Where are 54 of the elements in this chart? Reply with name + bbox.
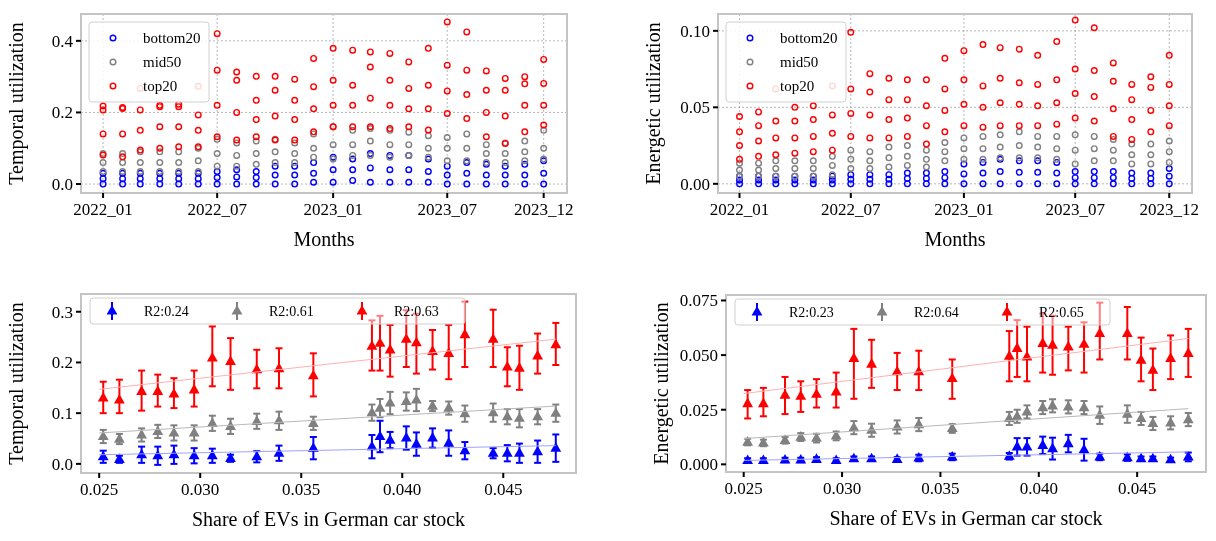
x-tick-label: 0.030 xyxy=(822,479,862,498)
x-tick-label: 2023_07 xyxy=(417,200,478,219)
legend-label: bottom20 xyxy=(780,30,838,46)
x-tick-label: 0.035 xyxy=(282,480,321,499)
x-tick-label: 0.025 xyxy=(724,479,763,498)
x-tick-label: 2022_01 xyxy=(709,200,770,219)
y-tick-label: 0.00 xyxy=(680,174,710,194)
x-tick-label: 2023_12 xyxy=(1139,200,1199,219)
legend-label: R2:0.64 xyxy=(914,305,959,320)
x-axis-title: Months xyxy=(924,228,986,250)
y-tick-label: 0.0 xyxy=(51,454,73,474)
x-tick-label: 2022_07 xyxy=(821,200,882,219)
x-axis-title: Months xyxy=(293,228,355,250)
y-tick-label: 0.05 xyxy=(680,98,710,118)
x-tick-label: 0.025 xyxy=(80,480,119,499)
x-tick-label: 2022_07 xyxy=(187,200,248,219)
y-tick-label: 0.075 xyxy=(679,291,718,311)
legend-label: mid50 xyxy=(143,54,182,70)
legend-label: R2:0.63 xyxy=(394,304,439,319)
legend-label: R2:0.65 xyxy=(1039,305,1084,320)
legend-label: mid50 xyxy=(780,54,819,70)
legend-label: bottom20 xyxy=(143,30,201,46)
legend-label: R2:0.24 xyxy=(144,304,189,319)
x-tick-label: 2023_01 xyxy=(303,200,363,219)
x-tick-label: 0.040 xyxy=(1019,479,1058,498)
y-tick-label: 0.2 xyxy=(51,103,73,123)
y-tick-label: 0.0 xyxy=(51,175,73,195)
x-tick-label: 2022_01 xyxy=(73,200,133,219)
legend-label: R2:0.23 xyxy=(789,305,834,320)
x-tick-label: 0.035 xyxy=(921,479,960,498)
legend-label: top20 xyxy=(143,78,178,94)
y-axis-title: Temporal utilization xyxy=(5,302,28,465)
y-tick-label: 0.10 xyxy=(680,21,710,41)
y-axis-title: Temporal utilization xyxy=(5,22,28,185)
legend-label: R2:0.61 xyxy=(269,304,314,319)
x-tick-label: 0.045 xyxy=(1118,479,1157,498)
x-tick-label: 0.045 xyxy=(484,480,523,499)
legend-label: top20 xyxy=(780,78,815,94)
x-tick-label: 2023_07 xyxy=(1045,200,1106,219)
x-tick-label: 0.030 xyxy=(181,480,220,499)
y-axis-title: Energetic utilization xyxy=(642,22,665,185)
x-axis-title: Share of EVs in German car stock xyxy=(191,508,466,530)
y-tick-label: 0.1 xyxy=(51,404,73,424)
y-tick-label: 0.4 xyxy=(51,31,74,51)
y-tick-label: 0.050 xyxy=(679,346,718,366)
y-tick-label: 0.025 xyxy=(679,400,718,420)
x-axis-title: Share of EVs in German car stock xyxy=(829,507,1103,529)
y-axis-title: Energetic utilization xyxy=(650,302,673,465)
y-tick-label: 0.3 xyxy=(51,302,73,322)
y-tick-label: 0.000 xyxy=(679,455,718,475)
x-tick-label: 2023_12 xyxy=(513,200,574,219)
x-tick-label: 0.040 xyxy=(383,480,422,499)
x-tick-label: 2023_01 xyxy=(934,200,994,219)
y-tick-label: 0.2 xyxy=(51,353,73,373)
